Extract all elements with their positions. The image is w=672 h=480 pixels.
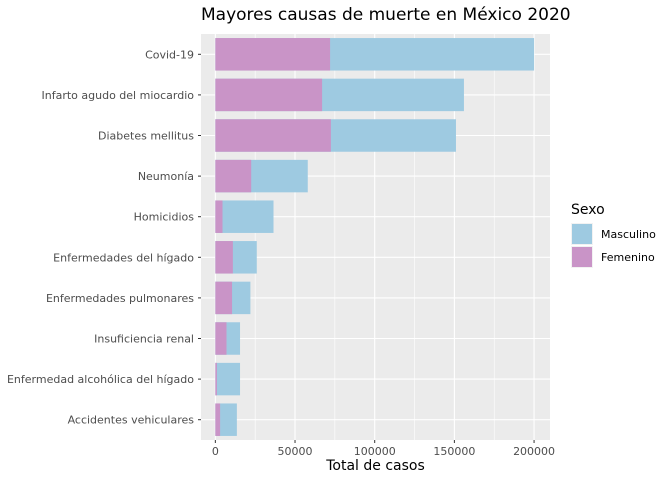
y-tick-label: Neumonía [138, 170, 194, 183]
x-tick-label: 200000 [513, 445, 555, 458]
bar-masculino-9 [215, 403, 237, 436]
bar-masculino-8 [215, 362, 241, 396]
bar-femenino-4 [215, 200, 223, 233]
y-tick-label: Enfermedad alcohólica del hígado [7, 373, 194, 386]
bar-femenino-1 [215, 78, 323, 112]
y-tick-label: Covid-19 [145, 48, 194, 61]
bar-femenino-9 [215, 403, 221, 436]
y-tick-label: Homicidios [134, 211, 195, 224]
x-tick-label: 0 [212, 445, 219, 458]
x-axis: 0 50000 100000 150000 200000 [212, 440, 555, 458]
legend-label-masculino: Masculino [601, 228, 656, 241]
y-tick-label: Diabetes mellitus [98, 130, 194, 143]
bar-masculino-4 [215, 200, 274, 233]
x-tick-label: 150000 [433, 445, 475, 458]
bar-femenino-5 [215, 241, 233, 274]
legend-label-femenino: Femenino [601, 251, 655, 264]
y-tick-label: Enfermedades del hígado [53, 251, 194, 264]
x-tick-label: 50000 [278, 445, 313, 458]
legend-title: Sexo [571, 202, 605, 218]
bar-femenino-0 [215, 38, 331, 71]
bar-femenino-8 [215, 362, 217, 396]
bar-femenino-2 [215, 119, 331, 152]
y-tick-label: Insuficiencia renal [94, 333, 194, 346]
legend: Sexo Masculino Femenino [571, 202, 656, 268]
bar-femenino-7 [215, 322, 227, 355]
y-tick-label: Infarto agudo del miocardio [42, 89, 195, 102]
y-tick-label: Enfermedades pulmonares [46, 292, 194, 305]
x-axis-title: Total de casos [325, 458, 425, 474]
chart-title: Mayores causas de muerte en México 2020 [201, 5, 571, 25]
legend-swatch-masculino [572, 224, 592, 244]
x-tick-label: 100000 [354, 445, 396, 458]
y-axis: Covid-19 Infarto agudo del miocardio Diabe… [7, 48, 201, 427]
bar-femenino-3 [215, 159, 252, 193]
bars [215, 38, 535, 436]
legend-swatch-femenino [572, 247, 592, 267]
bar-femenino-6 [215, 281, 233, 315]
y-tick-label: Accidentes vehiculares [68, 414, 195, 427]
